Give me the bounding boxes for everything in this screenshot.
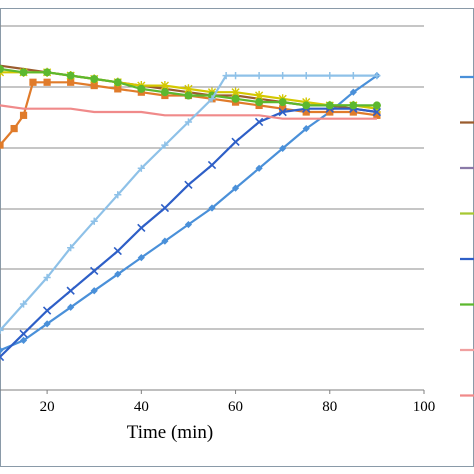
data-point: [325, 101, 334, 110]
series-7: [0, 104, 377, 120]
data-point: [255, 164, 263, 172]
data-point: [231, 184, 240, 192]
data-point: [90, 287, 98, 295]
data-point: [222, 72, 230, 80]
data-point: [19, 336, 28, 344]
series-1: [0, 72, 381, 354]
x-tick-label: 60: [228, 399, 243, 415]
data-point: [302, 101, 311, 110]
data-point: [137, 254, 145, 262]
series-8: [0, 72, 381, 335]
data-point: [231, 137, 240, 146]
data-point: [161, 141, 169, 149]
data-point: [114, 85, 122, 93]
data-point: [90, 74, 99, 83]
data-point: [67, 244, 75, 252]
data-point: [43, 78, 51, 86]
data-point: [10, 124, 18, 133]
data-point: [372, 107, 382, 117]
series-line: [0, 104, 377, 120]
data-point: [278, 98, 287, 107]
series-line: [0, 74, 377, 332]
x-tick-label: 20: [40, 399, 55, 415]
data-point: [279, 105, 287, 113]
data-point: [278, 107, 287, 117]
data-point: [184, 180, 193, 190]
legend: [460, 75, 474, 397]
gridlines: [0, 25, 424, 330]
data-point: [43, 68, 52, 77]
data-point: [184, 91, 193, 100]
data-point: [208, 204, 216, 212]
data-point: [137, 164, 145, 172]
data-point: [66, 286, 75, 295]
data-point: [326, 108, 334, 116]
data-point: [302, 108, 310, 116]
data-point: [43, 273, 51, 282]
x-tick-label: 80: [322, 399, 337, 415]
data-point: [0, 326, 4, 335]
x-tick-labels: 20 40 60 80 100: [40, 390, 436, 415]
data-point: [207, 160, 217, 170]
x-tick-label: 40: [134, 399, 149, 415]
data-point: [254, 117, 264, 127]
data-point: [0, 352, 5, 362]
data-point: [349, 108, 357, 116]
data-point: [67, 78, 75, 86]
data-point: [19, 300, 28, 308]
data-point: [349, 101, 358, 110]
data-point: [302, 124, 310, 133]
data-point: [113, 78, 122, 87]
data-point: [255, 98, 264, 107]
x-axis-label: Time (min): [127, 422, 213, 443]
data-point: [19, 111, 28, 119]
data-point: [114, 191, 122, 199]
data-point: [90, 81, 98, 90]
data-point: [373, 72, 381, 80]
data-point: [66, 71, 75, 80]
data-point: [67, 303, 75, 311]
data-point: [302, 72, 310, 80]
data-point: [19, 68, 28, 77]
data-point: [160, 88, 169, 97]
x-tick-label: 100: [413, 399, 436, 415]
data-point: [231, 72, 240, 80]
data-point: [349, 72, 357, 80]
data-point: [90, 217, 98, 225]
data-point: [0, 346, 4, 354]
data-point: [0, 65, 4, 74]
data-point: [231, 94, 240, 103]
series-layer: [0, 64, 382, 362]
data-point: [19, 329, 28, 338]
data-point: [349, 88, 357, 96]
data-point: [113, 246, 122, 256]
data-point: [43, 320, 51, 328]
data-point: [255, 72, 263, 80]
data-point: [0, 141, 4, 149]
data-point: [279, 72, 287, 80]
data-point: [184, 220, 193, 229]
data-point: [373, 111, 381, 119]
data-point: [42, 306, 52, 315]
data-point: [29, 78, 37, 86]
data-point: [114, 270, 122, 278]
data-point: [208, 95, 216, 103]
data-point: [326, 72, 334, 80]
data-point: [90, 266, 99, 276]
series-6: [0, 65, 381, 110]
data-point: [372, 101, 381, 110]
data-point: [137, 223, 146, 233]
data-point: [184, 118, 193, 126]
data-point: [161, 237, 169, 245]
data-point: [137, 84, 146, 93]
data-point: [160, 203, 170, 213]
data-point: [279, 144, 287, 153]
